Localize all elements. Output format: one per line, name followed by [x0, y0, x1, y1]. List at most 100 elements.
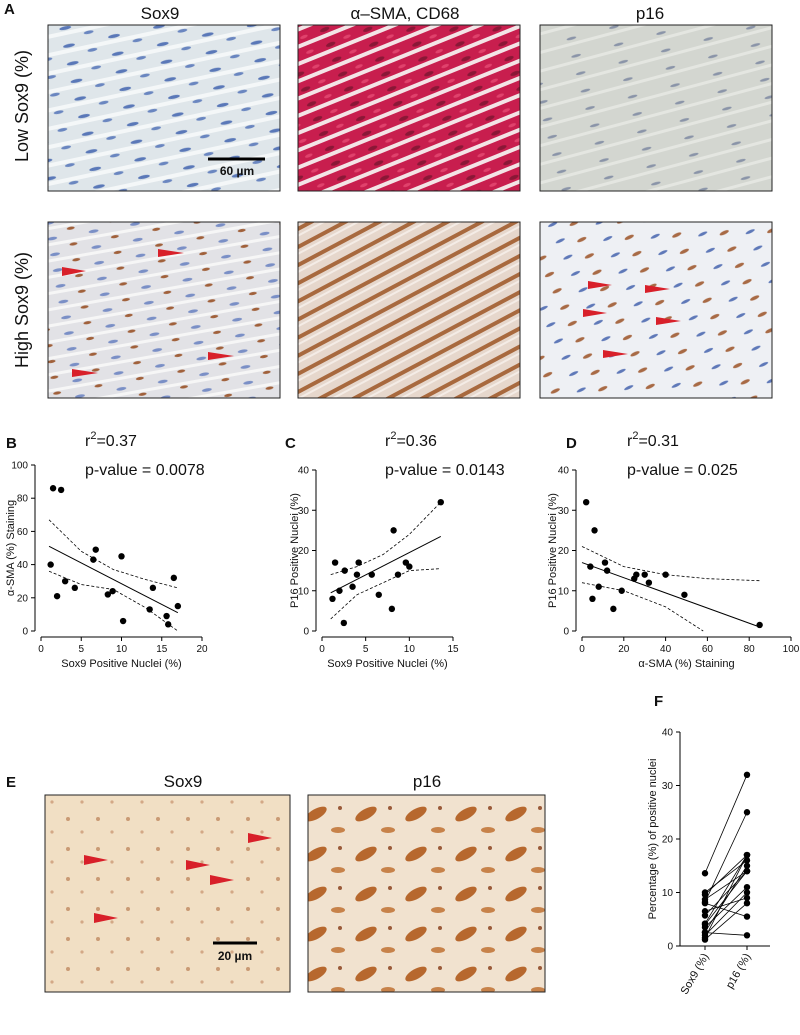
point	[437, 499, 444, 506]
point	[743, 809, 751, 816]
regression-line	[581, 562, 760, 628]
y-tick-label: 20	[298, 546, 310, 557]
x-axis-label: α-SMA (%) Staining	[638, 658, 734, 670]
arrowhead	[62, 267, 86, 276]
row-label: Low Sox9 (%)	[12, 50, 32, 162]
point	[90, 556, 97, 563]
arrowhead	[248, 833, 272, 843]
micrograph	[44, 794, 291, 993]
y-tick-label: 0	[667, 942, 673, 953]
arrowhead	[583, 309, 607, 317]
y-axis-label: Percentage (%) of positive nuclei	[647, 759, 659, 920]
y-tick-label: 30	[662, 781, 674, 792]
arrowhead	[208, 352, 234, 360]
point	[375, 591, 382, 598]
point	[701, 908, 709, 915]
pair-line	[704, 860, 748, 893]
confidence-band	[330, 501, 442, 576]
y-tick-label: 10	[558, 586, 570, 597]
point	[701, 920, 709, 927]
x-tick-label: 100	[783, 644, 800, 655]
point	[109, 587, 116, 595]
y-tick-label: 20	[558, 546, 570, 557]
micrograph	[47, 24, 281, 192]
stat-sup: 2	[90, 430, 96, 442]
x-tick-label: Sox9 (%)	[679, 952, 712, 997]
stat-label: r2=0.37	[85, 430, 137, 450]
arrowhead	[210, 875, 234, 885]
y-tick-label: 100	[11, 461, 28, 472]
point	[701, 896, 709, 903]
arrowhead	[84, 855, 108, 865]
y-tick-label: 20	[662, 835, 674, 846]
micrograph-grid	[47, 24, 773, 399]
x-tick-label: 5	[78, 644, 84, 655]
stat-base: r	[385, 433, 391, 450]
x-tick-label: 0	[38, 644, 44, 655]
confidence-band	[581, 582, 704, 632]
x-tick-label: 10	[404, 644, 416, 655]
point	[633, 571, 640, 578]
y-tick-label: 80	[17, 494, 29, 505]
x-tick-label: 15	[156, 644, 168, 655]
point	[57, 486, 65, 494]
arrowhead	[72, 369, 98, 377]
point	[119, 617, 127, 625]
point	[170, 574, 178, 582]
panel-label: D	[566, 435, 577, 452]
pair-line	[704, 854, 748, 939]
x-axis-label: Sox9 Positive Nuclei (%)	[327, 658, 447, 670]
point	[681, 591, 688, 598]
pair-line	[704, 902, 748, 917]
pair-line	[704, 854, 748, 924]
stat-base: r	[627, 433, 633, 450]
x-axis-label: Sox9 Positive Nuclei (%)	[61, 658, 181, 670]
regression-line	[48, 545, 179, 614]
y-tick-label: 20	[17, 593, 29, 604]
arrowhead	[588, 281, 612, 289]
x-tick-label: 0	[579, 644, 585, 655]
y-tick-label: 30	[298, 506, 310, 517]
panel-label: B	[6, 435, 17, 452]
point	[601, 559, 609, 566]
point	[53, 592, 61, 600]
x-tick-label: p16 (%)	[724, 952, 754, 991]
x-tick-label: 20	[618, 644, 630, 655]
point	[743, 894, 751, 902]
arrowheads	[62, 249, 681, 377]
pair-line	[704, 902, 748, 940]
point	[591, 527, 598, 534]
point	[174, 602, 182, 610]
pair-line	[704, 870, 748, 925]
arrowhead	[603, 350, 628, 358]
micrograph	[297, 221, 521, 399]
p-value: p-value = 0.0078	[85, 462, 205, 479]
point	[743, 932, 751, 939]
stat-sup: 2	[390, 430, 396, 442]
point	[149, 584, 157, 592]
micrograph	[539, 24, 773, 192]
column-title: Sox9	[164, 772, 203, 791]
y-tick-label: 10	[298, 586, 310, 597]
column-title: p16	[413, 772, 441, 791]
pair-line	[704, 932, 748, 936]
point	[146, 606, 153, 613]
x-tick-label: 40	[660, 644, 672, 655]
point	[336, 587, 343, 594]
point	[743, 851, 751, 859]
y-axis-label: α-SMA (%) Staining	[5, 500, 17, 596]
stat-label: r2=0.31	[627, 430, 679, 450]
column-title: Sox9	[141, 4, 180, 23]
arrowhead	[645, 285, 670, 293]
panel-label: F	[654, 693, 663, 710]
point	[164, 621, 172, 628]
point	[349, 583, 356, 590]
p-value: p-value = 0.0143	[385, 462, 505, 479]
point	[104, 591, 112, 598]
point	[71, 584, 79, 592]
panel-label: C	[285, 435, 296, 452]
point	[340, 619, 348, 627]
point	[49, 485, 57, 492]
point	[355, 559, 362, 566]
arrowhead	[158, 249, 184, 257]
